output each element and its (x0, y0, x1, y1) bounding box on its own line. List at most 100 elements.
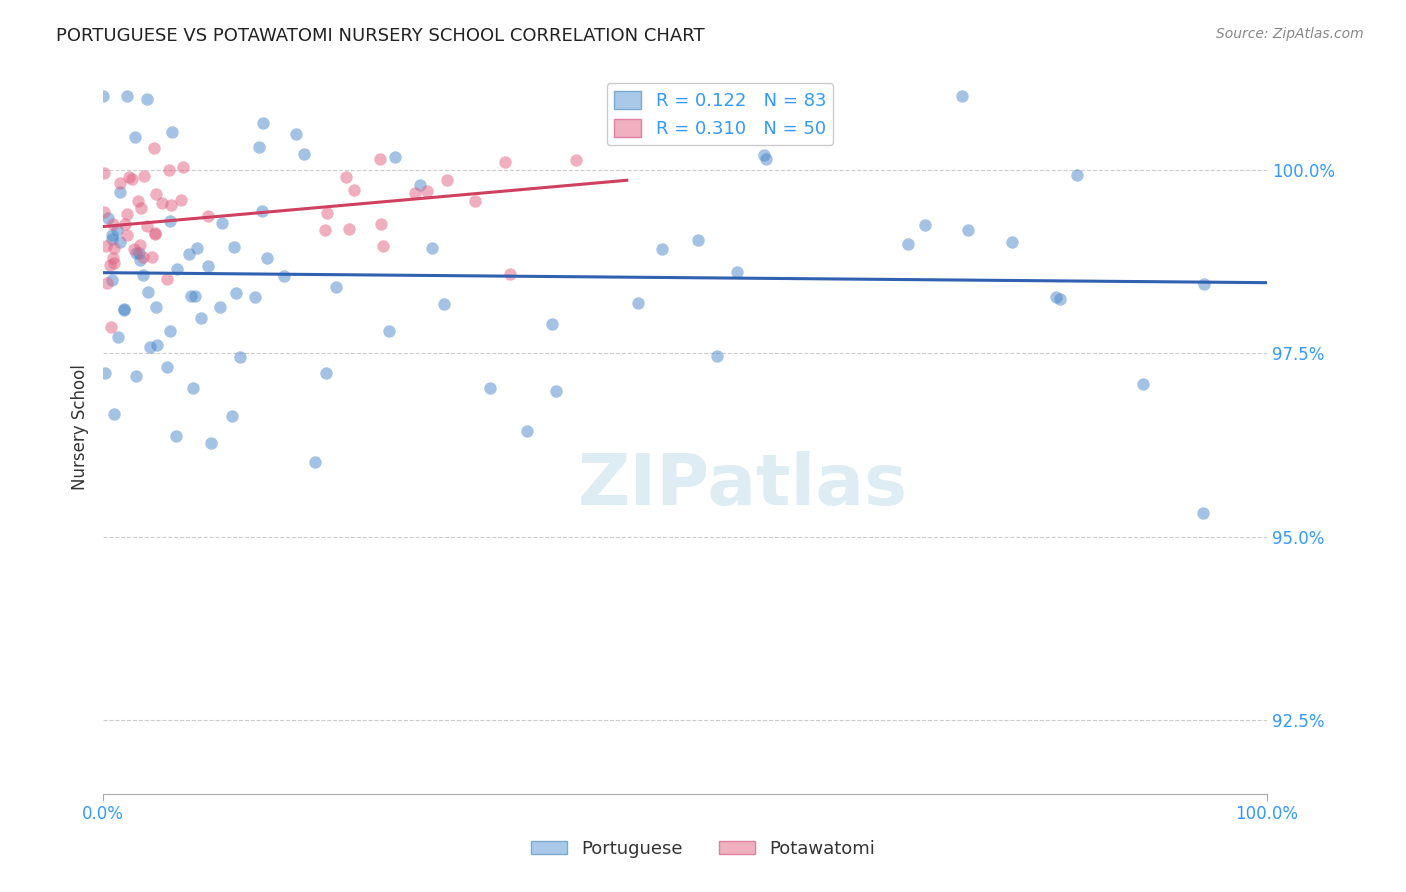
Point (159, 325, 181, 339)
Point (110, 235, 132, 249)
Point (436, 173, 458, 187)
Point (957, 223, 980, 237)
Point (914, 218, 936, 232)
Point (121, 172, 143, 186)
Point (128, 253, 150, 268)
Point (404, 186, 426, 200)
Point (1066, 169, 1088, 183)
Point (96, 276, 118, 290)
Point (134, 169, 156, 183)
Point (420, 241, 443, 255)
Point (752, 147, 775, 161)
Point (143, 141, 166, 155)
Point (494, 154, 516, 169)
Point (101, 228, 124, 243)
Point (112, 302, 135, 317)
Point (103, 217, 125, 231)
Point (225, 285, 247, 300)
Point (190, 310, 212, 325)
Legend: R = 0.122   N = 83, R = 0.310   N = 50: R = 0.122 N = 83, R = 0.310 N = 50 (607, 83, 834, 145)
Point (370, 152, 392, 166)
Point (94, 239, 117, 253)
Point (544, 384, 567, 398)
Point (208, 300, 231, 314)
Point (165, 428, 187, 442)
Point (755, 152, 778, 166)
Point (950, 89, 973, 103)
Point (93, 89, 115, 103)
Point (108, 186, 131, 200)
Point (146, 338, 169, 352)
Point (370, 217, 392, 231)
Point (211, 216, 233, 230)
Point (371, 239, 394, 253)
Point (433, 297, 456, 311)
Point (565, 153, 588, 167)
Point (1049, 292, 1071, 306)
Point (184, 289, 207, 303)
Point (627, 296, 650, 310)
Point (125, 369, 148, 384)
Point (1192, 277, 1215, 292)
Point (128, 238, 150, 252)
Point (221, 409, 243, 423)
Point (416, 184, 439, 198)
Point (128, 246, 150, 260)
Point (1001, 235, 1024, 249)
Point (115, 207, 138, 221)
Point (101, 232, 124, 246)
Point (247, 140, 270, 154)
Point (103, 256, 125, 270)
Point (292, 147, 315, 161)
Point (651, 242, 673, 256)
Point (145, 300, 167, 314)
Point (384, 150, 406, 164)
Point (127, 194, 149, 208)
Point (325, 279, 347, 293)
Point (93, 166, 115, 180)
Point (897, 237, 920, 252)
Point (101, 252, 124, 266)
Point (170, 193, 193, 207)
Point (136, 219, 159, 233)
Point (245, 289, 267, 303)
Point (94, 366, 117, 380)
Point (143, 227, 166, 241)
Point (200, 436, 222, 450)
Point (138, 340, 160, 354)
Point (122, 242, 145, 256)
Point (166, 261, 188, 276)
Point (115, 228, 138, 243)
Point (186, 241, 208, 255)
Point (107, 223, 129, 237)
Point (160, 198, 183, 212)
Point (1192, 506, 1215, 520)
Point (100, 320, 122, 334)
Point (222, 240, 245, 254)
Point (159, 163, 181, 178)
Point (409, 178, 432, 193)
Point (125, 246, 148, 260)
Point (107, 330, 129, 344)
Point (515, 424, 537, 438)
Point (1045, 290, 1067, 304)
Point (725, 265, 748, 279)
Point (499, 267, 522, 281)
Point (337, 221, 360, 235)
Point (98, 258, 121, 272)
Point (114, 217, 136, 231)
Point (115, 89, 138, 103)
Text: Source: ZipAtlas.com: Source: ZipAtlas.com (1216, 27, 1364, 41)
Point (314, 223, 336, 237)
Point (132, 251, 155, 265)
Legend: Portuguese, Potawatomi: Portuguese, Potawatomi (523, 833, 883, 865)
Point (252, 116, 274, 130)
Y-axis label: Nursery School: Nursery School (72, 364, 89, 490)
Point (342, 182, 364, 196)
Point (172, 160, 194, 174)
Point (112, 301, 135, 316)
Point (132, 268, 155, 282)
Point (150, 196, 173, 211)
Point (159, 213, 181, 227)
Point (117, 170, 139, 185)
